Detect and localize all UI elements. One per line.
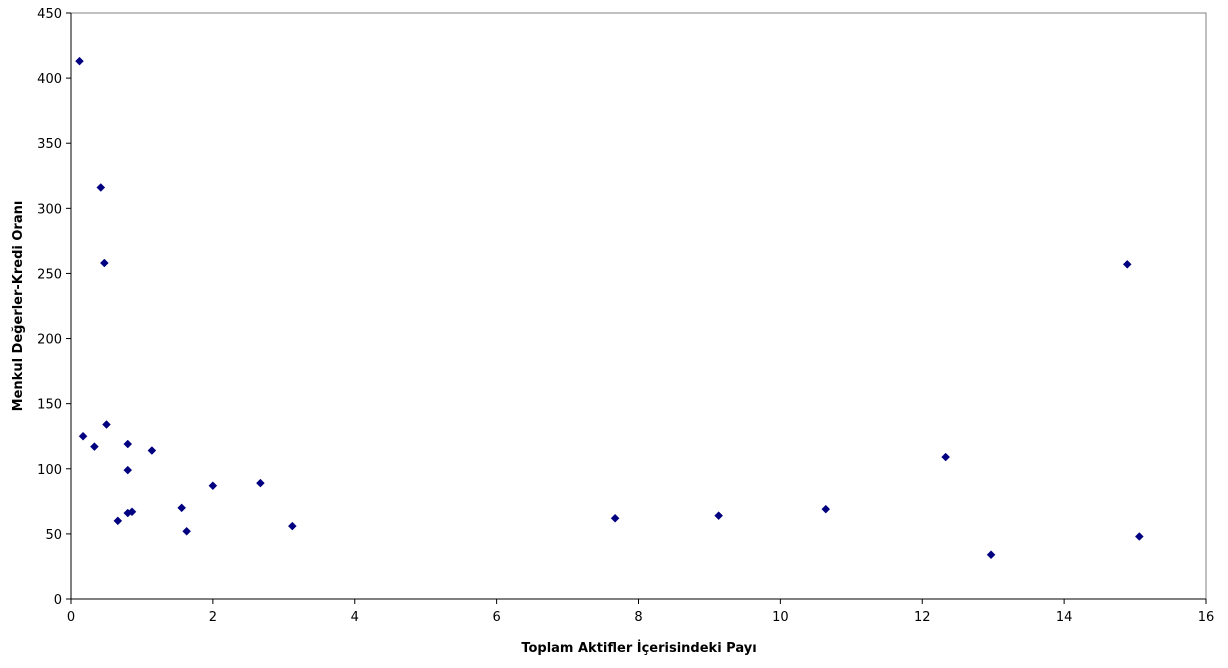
- data-point: [123, 439, 133, 449]
- y-axis-ticks: 0 50 100 150 200 250 300 350 400 450: [37, 7, 71, 608]
- y-tick-label: 400: [37, 72, 62, 87]
- data-point: [256, 478, 265, 488]
- data-point: [986, 550, 996, 560]
- data-point: [941, 452, 951, 462]
- x-tick-label: 16: [1198, 610, 1215, 625]
- data-point: [177, 503, 187, 513]
- data-point: [208, 481, 218, 491]
- data-point: [99, 258, 109, 268]
- data-points: [75, 56, 1144, 560]
- x-tick-label: 2: [209, 610, 217, 625]
- y-tick-label: 150: [37, 398, 62, 413]
- x-tick-label: 10: [772, 610, 789, 625]
- y-axis-title: Menkul Değerler-Kredi Oranı: [11, 201, 26, 412]
- data-point: [90, 442, 99, 451]
- data-point: [127, 507, 137, 517]
- x-axis-ticks: 0 2 4 6 8 10 12 14 16: [67, 599, 1214, 625]
- data-point: [1134, 532, 1144, 541]
- y-tick-label: 50: [45, 528, 62, 543]
- y-tick-label: 450: [37, 7, 62, 22]
- data-point: [1122, 259, 1132, 269]
- data-point: [287, 521, 297, 531]
- data-point: [96, 183, 106, 192]
- data-point: [821, 504, 831, 514]
- y-tick-label: 200: [37, 333, 62, 348]
- data-point: [102, 420, 111, 429]
- x-tick-label: 14: [1056, 610, 1073, 625]
- data-point: [182, 526, 191, 536]
- data-point: [75, 56, 84, 66]
- x-tick-label: 8: [634, 610, 642, 625]
- data-point: [714, 511, 724, 521]
- y-tick-label: 100: [37, 463, 62, 478]
- data-point: [610, 513, 620, 523]
- axes: [70, 12, 1207, 600]
- y-tick-label: 0: [54, 593, 62, 608]
- data-point: [123, 465, 133, 475]
- data-point: [147, 446, 157, 455]
- x-tick-label: 12: [914, 610, 931, 625]
- y-tick-label: 250: [37, 267, 62, 282]
- x-axis-title: Toplam Aktifler İçerisindeki Payı: [521, 640, 756, 656]
- data-point: [78, 431, 88, 441]
- x-tick-label: 6: [492, 610, 500, 625]
- plot-area-border: [70, 12, 1207, 600]
- y-tick-label: 350: [37, 137, 62, 152]
- x-tick-label: 4: [351, 610, 359, 625]
- data-point: [113, 516, 123, 526]
- x-tick-label: 0: [67, 610, 75, 625]
- y-tick-label: 300: [37, 202, 62, 217]
